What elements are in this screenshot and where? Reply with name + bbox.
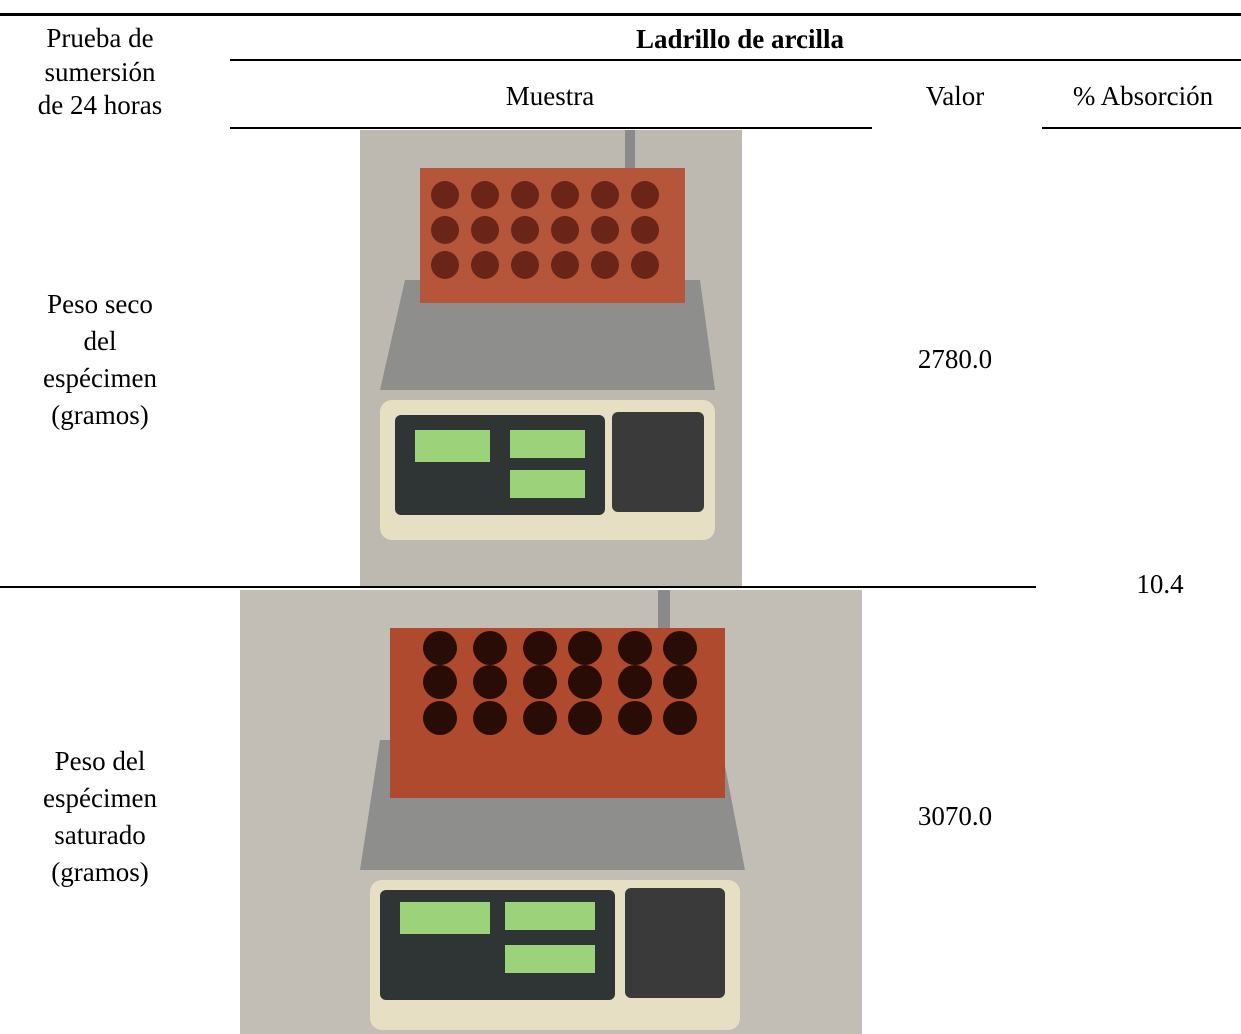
label-line: espécimen bbox=[43, 783, 157, 813]
label-line: (gramos) bbox=[51, 400, 149, 430]
header-column: Valor bbox=[925, 81, 985, 111]
header-line: de 24 horas bbox=[37, 90, 163, 120]
row-label: Peso seco del espécimen (gramos) bbox=[0, 286, 200, 434]
rule-header bbox=[230, 127, 872, 129]
row-value: 3070.0 bbox=[917, 801, 993, 831]
label-line: Peso seco bbox=[47, 289, 153, 319]
rule-group bbox=[230, 59, 1241, 61]
label-line: del bbox=[83, 326, 117, 356]
header-first-column: Prueba de sumersión de 24 horas bbox=[0, 20, 200, 124]
photo-saturated bbox=[240, 590, 862, 1034]
label-line: saturado bbox=[54, 820, 146, 850]
rule-top bbox=[0, 13, 1241, 16]
header-group: Ladrillo de arcilla bbox=[636, 24, 844, 54]
absorption-value: 10.4 bbox=[1136, 569, 1184, 599]
rule-row bbox=[0, 586, 1036, 588]
label-line: (gramos) bbox=[51, 857, 149, 887]
row-label: Peso del espécimen saturado (gramos) bbox=[0, 743, 200, 891]
header-line: Prueba de bbox=[46, 23, 154, 53]
photo-dry bbox=[360, 130, 742, 586]
header-line: sumersión bbox=[44, 57, 156, 87]
label-line: espécimen bbox=[43, 363, 157, 393]
rule-header bbox=[1042, 127, 1241, 129]
header-column: Muestra bbox=[505, 81, 595, 111]
header-column: % Absorción bbox=[1072, 81, 1214, 111]
label-line: Peso del bbox=[54, 746, 146, 776]
row-value: 2780.0 bbox=[917, 344, 993, 374]
